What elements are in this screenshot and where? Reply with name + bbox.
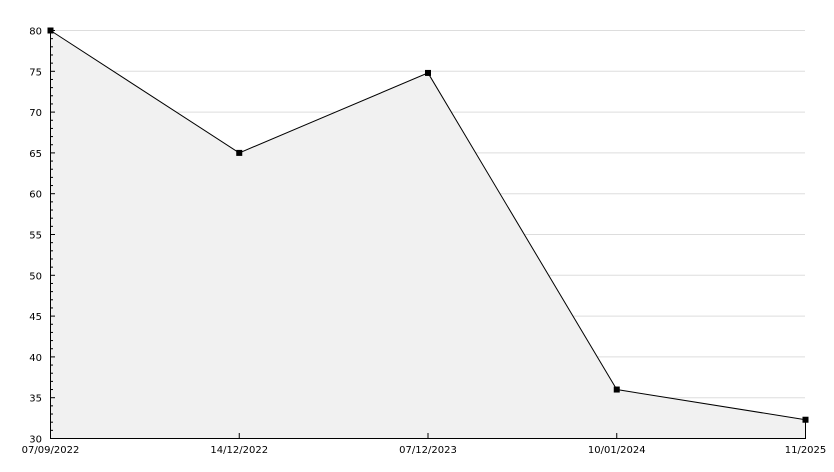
y-tick-label: 35 [29, 394, 42, 405]
x-tick-label: 07/09/2022 [22, 445, 80, 456]
x-tick-label: 07/12/2023 [399, 445, 457, 456]
data-point [802, 416, 809, 423]
y-tick-label: 30 [29, 435, 42, 446]
axes [50, 28, 806, 439]
y-tick-label: 60 [29, 190, 42, 201]
data-point [236, 149, 243, 156]
data-point [613, 386, 620, 393]
y-tick-label: 50 [29, 271, 42, 282]
data-point [425, 69, 431, 76]
x-tick-label: 14/12/2022 [210, 445, 268, 456]
y-tick-label: 80 [29, 27, 42, 38]
data-points [47, 27, 809, 423]
x-tick-label: 11/2025 [785, 445, 827, 456]
y-tick-label: 55 [29, 231, 42, 242]
x-tick-label: 10/01/2024 [588, 445, 646, 456]
y-tick-label: 70 [29, 108, 42, 119]
y-tick-label: 40 [29, 353, 42, 364]
area-fill [50, 30, 806, 439]
y-tick-label: 75 [29, 67, 42, 78]
tick-labels: 30 35 40 45 50 55 60 65 70 75 80 07/09/2022 14/12/20… [22, 27, 827, 457]
y-tick-label: 65 [29, 149, 42, 160]
y-tick-label: 45 [29, 312, 42, 323]
data-point [47, 27, 54, 34]
